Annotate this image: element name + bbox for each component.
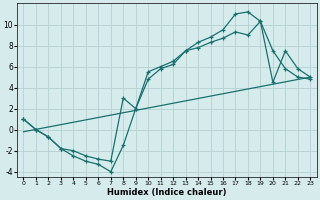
X-axis label: Humidex (Indice chaleur): Humidex (Indice chaleur) (107, 188, 227, 197)
